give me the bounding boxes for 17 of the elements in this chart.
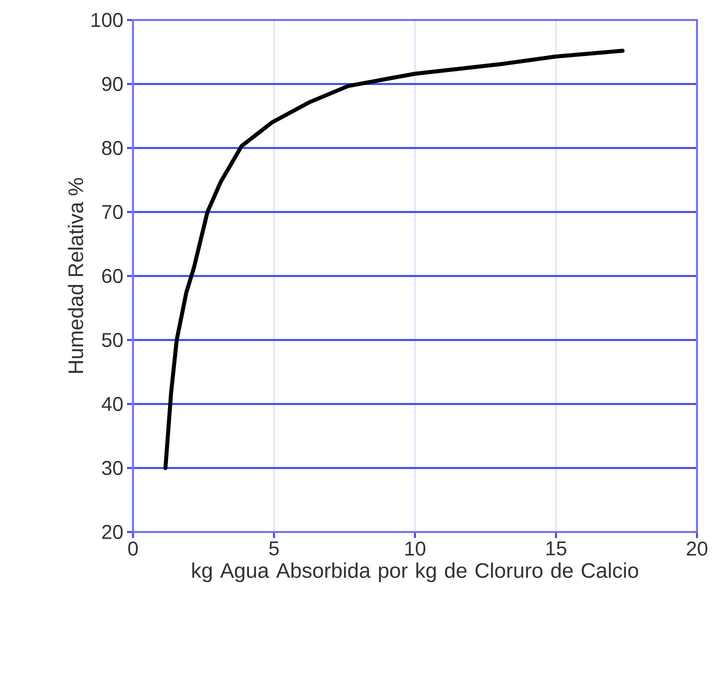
y-tick-label: 60 — [102, 268, 123, 284]
y-tick-label: 70 — [102, 204, 123, 220]
x-axis-title: kg Agua Absorbida por kg de Cloruro de Calcio — [192, 562, 638, 582]
y-tick-label: 80 — [102, 140, 123, 156]
y-tick-label: 40 — [102, 396, 123, 412]
y-tick-label: 90 — [102, 76, 123, 92]
x-tick-label: 20 — [686, 542, 708, 556]
x-tick-label: 0 — [128, 542, 138, 556]
y-axis-title: Humedad Relativa % — [68, 178, 84, 373]
y-tick-label: 20 — [102, 524, 123, 540]
y-tick-label: 30 — [102, 460, 123, 476]
x-tick-label: 15 — [546, 542, 566, 556]
y-tick-label: 100 — [92, 12, 123, 28]
x-tick-label: 5 — [269, 542, 279, 556]
x-tick-label: 10 — [405, 542, 426, 556]
y-tick-label: 50 — [102, 332, 123, 348]
line-series — [163, 48, 625, 470]
